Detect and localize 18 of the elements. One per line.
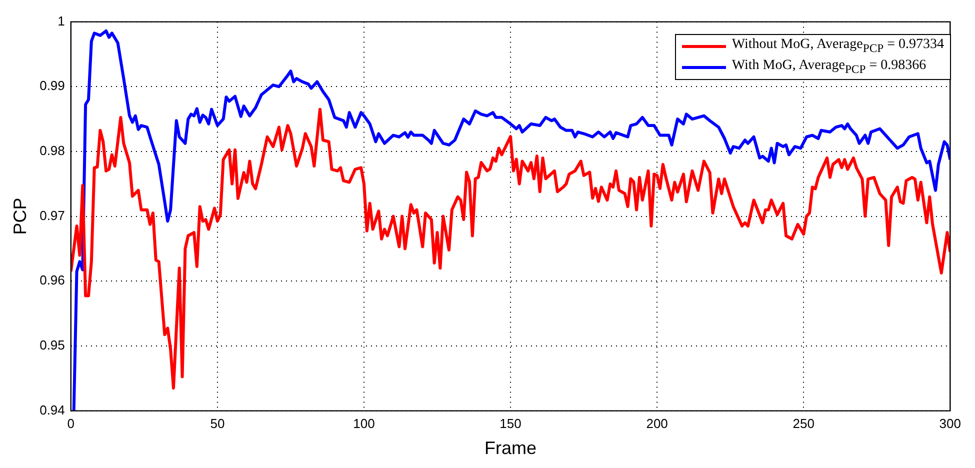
x-tick-label: 0 bbox=[67, 416, 75, 432]
x-axis-title: Frame bbox=[484, 438, 537, 458]
x-tick-label: 150 bbox=[500, 416, 522, 432]
y-tick-label: 0.95 bbox=[40, 338, 65, 353]
x-tick-label: 50 bbox=[210, 416, 225, 432]
legend-label: Without MoG, Average$_{PCP}$ = 0.97334 bbox=[732, 36, 944, 57]
x-tick-label: 100 bbox=[353, 416, 375, 432]
y-tick-label: 0.99 bbox=[40, 78, 65, 94]
y-tick-label: 1 bbox=[58, 13, 65, 28]
x-tick-label: 250 bbox=[792, 416, 814, 432]
y-tick-label: 0.94 bbox=[40, 402, 65, 418]
y-tick-label: 0.97 bbox=[40, 208, 65, 223]
y-tick-label: 0.98 bbox=[40, 143, 65, 158]
y-tick-label: 0.96 bbox=[40, 272, 65, 288]
x-tick-label: 200 bbox=[646, 416, 668, 432]
legend-label: With MoG, Average$_{PCP}$ = 0.98366 bbox=[732, 56, 926, 78]
x-tick-label: 300 bbox=[939, 416, 962, 432]
y-axis-title: PCP bbox=[10, 198, 30, 235]
